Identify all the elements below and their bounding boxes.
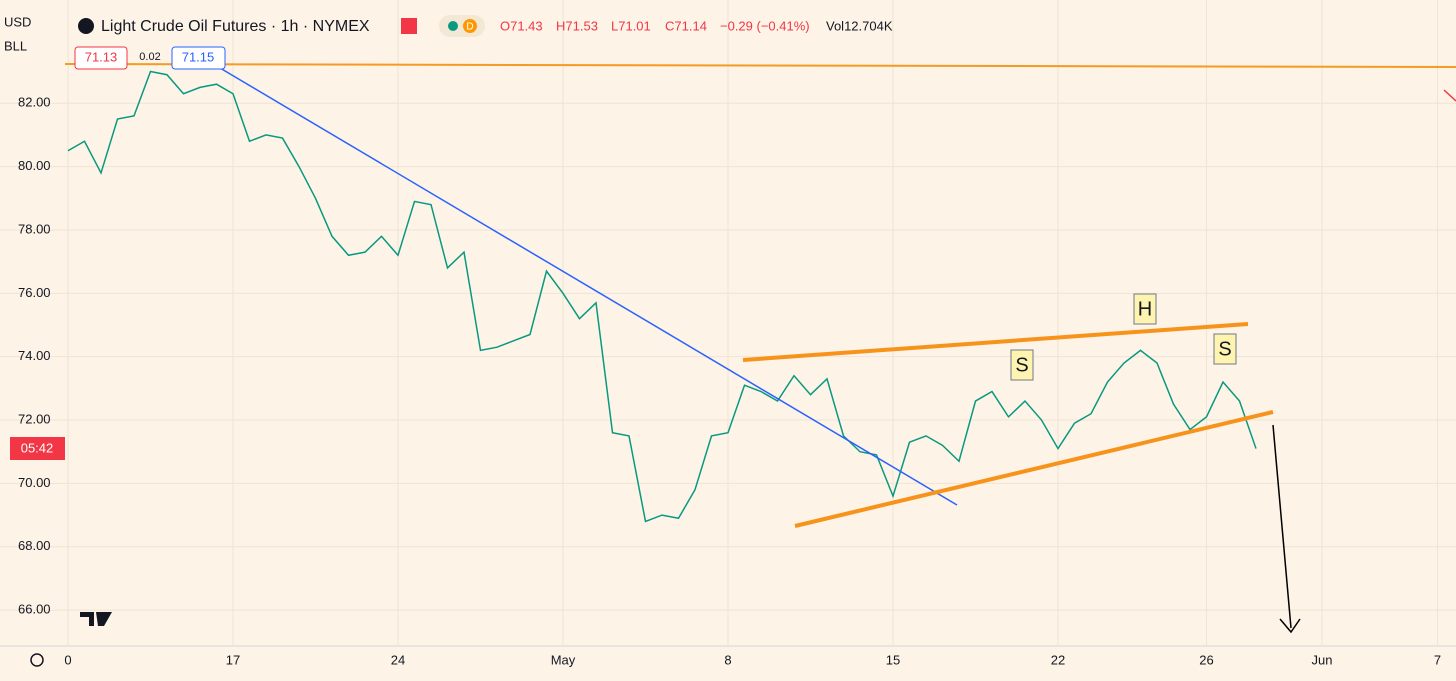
y-tick-label: 66.00 — [18, 602, 51, 617]
y-tick-label: 82.00 — [18, 95, 51, 110]
annotation-box — [1213, 333, 1237, 365]
annotation: H — [1138, 298, 1152, 320]
y-tick-label: 68.00 — [18, 538, 51, 553]
horizontal-level — [64, 63, 1456, 68]
currency[interactable]: USD — [4, 14, 31, 29]
annotation: S — [1015, 354, 1028, 376]
target-arrow — [1272, 424, 1292, 629]
y-tick-label: 70.00 — [18, 475, 51, 490]
plot — [67, 70, 1257, 523]
close: C71.14 — [665, 18, 707, 33]
upper-wedge-line — [742, 322, 1249, 362]
x-tick-label: Jun — [1312, 652, 1333, 667]
y-tick-label: 72.00 — [18, 411, 51, 426]
volume: Vol12.704K — [826, 18, 893, 33]
symbol-icon — [78, 18, 94, 34]
countdown: 05:42 — [21, 440, 54, 455]
flag — [401, 18, 417, 34]
x-tick-label: 8 — [724, 652, 731, 667]
y-tick-label: 80.00 — [18, 158, 51, 173]
high: H71.53 — [556, 18, 598, 33]
downtrend-line — [214, 64, 958, 506]
countdown-box — [10, 437, 65, 460]
x-tick-label: 22 — [1051, 652, 1065, 667]
unit[interactable]: BLL — [4, 38, 27, 53]
change: −0.29 (−0.41%) — [720, 18, 810, 33]
lower-wedge-line — [794, 410, 1274, 528]
badge: D — [466, 22, 473, 33]
x-tick-label: 15 — [886, 652, 900, 667]
status-dot — [448, 21, 458, 31]
low: L71.01 — [611, 18, 651, 33]
price-tag-box — [74, 46, 128, 70]
price-tag: 71.13 — [85, 49, 118, 64]
chart-title[interactable]: Light Crude Oil Futures · 1h · NYMEX — [101, 18, 370, 35]
price-tag: 0.02 — [139, 51, 160, 63]
x-tick-label: 26 — [1199, 652, 1213, 667]
y-tick-label: 74.00 — [18, 348, 51, 363]
annotation: S — [1218, 338, 1231, 360]
arrow-head — [1279, 618, 1301, 634]
price-tag-box — [171, 46, 226, 70]
badge-circle — [463, 19, 477, 33]
y-tick-label: 76.00 — [18, 285, 51, 300]
open: O71.43 — [500, 18, 543, 33]
y-tick-label: 78.00 — [18, 221, 51, 236]
annotation-box — [1133, 293, 1157, 325]
settings-icon[interactable] — [30, 653, 44, 667]
price-line — [67, 70, 1257, 523]
annotation-box — [1010, 349, 1034, 381]
price-tag: 71.15 — [182, 49, 215, 64]
logo — [80, 612, 112, 626]
x-tick-label: May — [551, 652, 576, 667]
status-pill — [439, 15, 485, 37]
marker — [1443, 89, 1456, 102]
x-tick-label: 0 — [64, 652, 71, 667]
annotations: S H S — [1010, 293, 1237, 381]
x-tick-label: 24 — [391, 652, 405, 667]
grid — [0, 0, 1456, 645]
x-tick-label: 17 — [226, 652, 240, 667]
x-tick-label: 7 — [1434, 652, 1441, 667]
